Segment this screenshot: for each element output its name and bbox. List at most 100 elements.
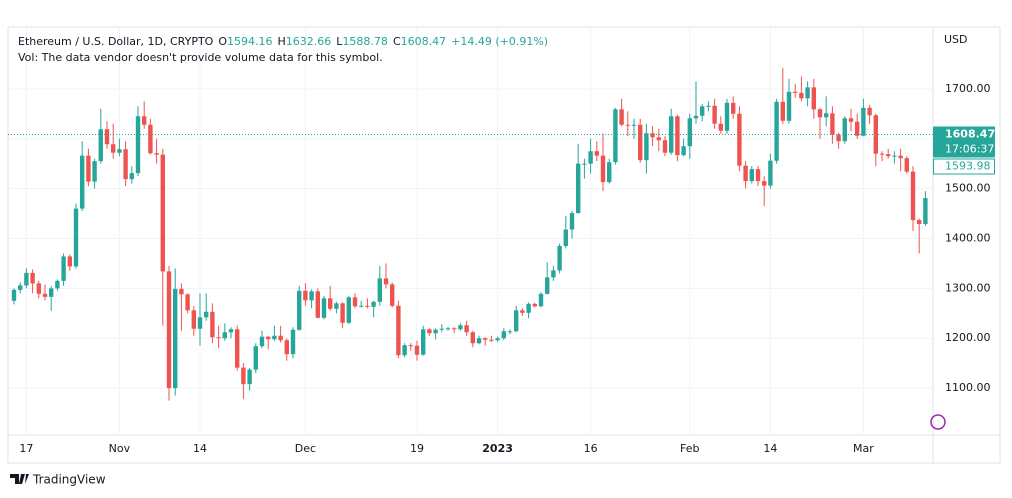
candle-body [421, 329, 426, 355]
candle [495, 336, 500, 343]
candle [923, 191, 928, 227]
candle-body [235, 329, 240, 368]
candle-body [563, 229, 568, 246]
candle-body [557, 245, 562, 271]
candle-body [644, 133, 649, 161]
y-tick-label: 1400.00 [945, 231, 991, 244]
candle [42, 284, 48, 301]
candle [749, 166, 754, 184]
candle-body [297, 290, 302, 330]
candle-body [848, 118, 854, 122]
candle-body [731, 102, 736, 114]
candle-body [247, 369, 252, 385]
candle [768, 153, 773, 189]
candle-body [166, 271, 172, 389]
candle-body [142, 116, 147, 125]
candle [917, 218, 922, 254]
candle-body [805, 87, 810, 99]
candle-body [346, 297, 351, 323]
candle [427, 328, 432, 336]
x-tick-label: Mar [853, 442, 874, 455]
candle [650, 126, 655, 147]
candle [470, 330, 475, 348]
candle [278, 325, 283, 343]
candle-body [594, 151, 599, 156]
candle [222, 323, 227, 341]
candle-body [495, 338, 500, 341]
logo[interactable]: TradingView [10, 473, 106, 487]
candle-body [340, 303, 345, 323]
candle-body [867, 107, 872, 116]
candle-body [160, 154, 165, 272]
candle [135, 106, 141, 177]
candle-body [675, 116, 680, 156]
candle-body [619, 109, 624, 125]
candle-body [228, 329, 234, 333]
candle-body [73, 208, 79, 267]
candle-body [861, 107, 866, 136]
candle [328, 285, 333, 311]
candle-body [241, 367, 246, 385]
candle [693, 81, 699, 124]
candle-body [464, 325, 469, 333]
chart-frame [7, 26, 1001, 464]
candle [867, 104, 872, 124]
candle-body [377, 278, 382, 302]
candle [588, 138, 593, 174]
candle [154, 138, 159, 164]
x-tick-label: 14 [763, 442, 777, 455]
candle [557, 243, 562, 274]
countdown-label: 17:06:37 [945, 143, 994, 156]
candle [377, 265, 382, 306]
candle-body [427, 329, 432, 334]
candle [861, 98, 866, 137]
candle [532, 302, 537, 308]
candle [371, 300, 376, 318]
candle [700, 103, 705, 122]
candle [92, 158, 97, 189]
candle [656, 128, 661, 152]
candle [160, 148, 165, 326]
candle-body [656, 137, 661, 141]
candle-body [693, 115, 699, 119]
candle-body [24, 272, 29, 286]
candle-body [712, 105, 717, 124]
candle [545, 262, 550, 295]
candle-body [439, 328, 444, 330]
legend-label: L [336, 35, 343, 48]
candle-body [743, 165, 748, 182]
candle-body [303, 290, 308, 301]
candle [582, 158, 587, 179]
candle [111, 123, 116, 159]
candle [210, 303, 215, 344]
candle [334, 301, 339, 314]
candle-body [290, 329, 296, 355]
candle [824, 96, 829, 127]
candle-body [923, 198, 928, 225]
candle [898, 148, 903, 172]
secondary-price-badge [933, 158, 995, 175]
candle [786, 78, 792, 124]
candle-body [204, 311, 209, 318]
candle [123, 141, 128, 187]
indicator-icon[interactable] [930, 414, 946, 430]
candle [904, 156, 909, 174]
candle-body [36, 283, 41, 294]
candle-body [910, 171, 916, 221]
candle-body [30, 272, 35, 284]
candle-body [718, 123, 723, 131]
candle [241, 363, 246, 400]
candle-body [117, 149, 122, 153]
legend-change: +14.49 (+0.91%) [451, 35, 548, 48]
candle-body [191, 310, 196, 329]
candle-body [396, 305, 401, 356]
candle [619, 98, 624, 127]
candle [321, 295, 327, 320]
candle [98, 108, 103, 164]
logo-mark [10, 474, 29, 484]
candle [724, 98, 730, 134]
candle [737, 106, 742, 172]
candle [129, 166, 134, 184]
legend-value: 1608.47 [401, 35, 447, 48]
candle-body [210, 311, 215, 338]
